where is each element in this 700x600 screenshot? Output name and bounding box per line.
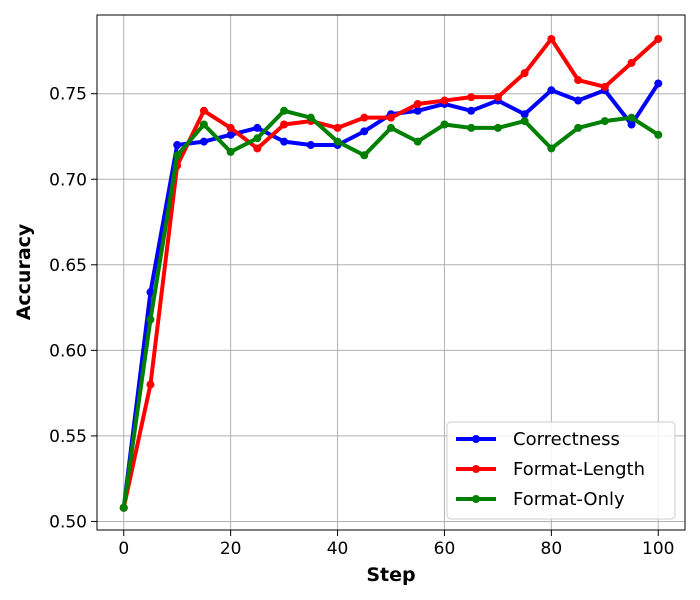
data-point-format-length (199, 106, 208, 115)
data-point-format-length (387, 113, 395, 122)
data-point-format-length (493, 93, 502, 102)
x-tick-label: 100 (642, 539, 674, 559)
data-point-format-length (654, 34, 663, 43)
y-tick-label: 0.70 (49, 170, 87, 190)
data-point-correctness (146, 288, 155, 297)
data-point-format-length (333, 123, 342, 132)
data-point-correctness (547, 86, 556, 95)
y-tick-label: 0.65 (49, 256, 87, 276)
x-tick-label: 20 (220, 539, 242, 559)
data-point-correctness (360, 127, 369, 136)
legend-box (446, 421, 676, 520)
y-tick-label: 0.75 (49, 85, 87, 105)
data-point-correctness (520, 110, 529, 119)
data-point-correctness (574, 96, 583, 105)
data-point-format-only (173, 151, 182, 160)
data-point-correctness (467, 106, 476, 115)
data-point-correctness (226, 130, 235, 139)
data-point-correctness (280, 137, 289, 146)
data-point-format-only (413, 137, 422, 146)
data-point-format-length (280, 120, 289, 129)
y-tick-label: 0.55 (49, 427, 87, 447)
x-tick-label: 80 (541, 539, 563, 559)
data-point-format-only (520, 117, 529, 126)
data-point-format-only (360, 151, 369, 160)
y-tick-label: 0.50 (49, 512, 87, 532)
data-point-format-only (387, 123, 395, 132)
legend: Correctness Format-Length Format-Only (446, 421, 676, 520)
series-layer (119, 34, 663, 512)
data-point-format-only (253, 134, 262, 143)
data-point-format-only (574, 123, 583, 132)
data-point-format-only (146, 315, 155, 324)
legend-marker-format-length (472, 465, 480, 473)
grid (97, 15, 685, 530)
data-point-format-length (226, 123, 235, 132)
data-point-correctness (413, 106, 422, 115)
legend-marker-format-only (472, 495, 480, 503)
legend-item-format-only: Format-Only (456, 489, 625, 510)
legend-label-correctness: Correctness (513, 429, 620, 450)
data-point-format-length (413, 99, 422, 108)
data-point-format-length (467, 93, 476, 102)
data-point-format-only (280, 106, 289, 115)
legend-label-format-length: Format-Length (513, 459, 645, 480)
data-point-correctness (253, 123, 262, 132)
data-point-format-length (547, 34, 556, 43)
data-point-correctness (654, 79, 663, 88)
data-point-format-only (333, 137, 342, 146)
data-point-format-length (600, 82, 609, 91)
x-tick-label: 40 (327, 539, 349, 559)
plot-frame (96, 14, 686, 531)
data-point-format-length (627, 58, 636, 67)
x-tick-label: 0 (118, 539, 129, 559)
data-point-format-only (440, 120, 449, 129)
x-axis-label: Step (366, 564, 415, 586)
data-point-format-only (306, 113, 315, 122)
data-point-format-length (253, 144, 262, 153)
data-point-format-only (493, 123, 502, 132)
data-point-format-only (226, 147, 235, 156)
y-axis-label: Accuracy (13, 223, 35, 320)
legend-item-correctness: Correctness (456, 429, 620, 450)
data-point-format-only (467, 123, 476, 132)
data-point-format-only (654, 130, 663, 139)
data-point-correctness (627, 120, 636, 129)
data-point-format-only (627, 113, 636, 122)
data-point-format-length (520, 69, 529, 78)
data-point-format-only (600, 117, 609, 126)
data-point-format-length (574, 76, 583, 85)
data-point-correctness (199, 137, 208, 146)
data-point-format-only (547, 144, 556, 153)
data-point-format-length (440, 96, 449, 105)
x-tick-label: 60 (434, 539, 456, 559)
legend-item-format-length: Format-Length (456, 459, 645, 480)
data-point-correctness (306, 141, 315, 150)
series-format-only (119, 106, 663, 512)
legend-marker-correctness (472, 435, 480, 443)
legend-label-format-only: Format-Only (513, 489, 625, 510)
y-tick-label: 0.60 (49, 341, 87, 361)
data-point-format-only (199, 120, 208, 129)
axis-ticks: 0 20 40 60 80 100 0.50 0.55 0.60 0.65 0.70 0.75 (49, 85, 674, 559)
data-point-format-only (119, 503, 128, 512)
data-point-correctness (173, 141, 182, 150)
data-point-format-length (360, 113, 369, 122)
data-point-format-length (146, 380, 155, 389)
